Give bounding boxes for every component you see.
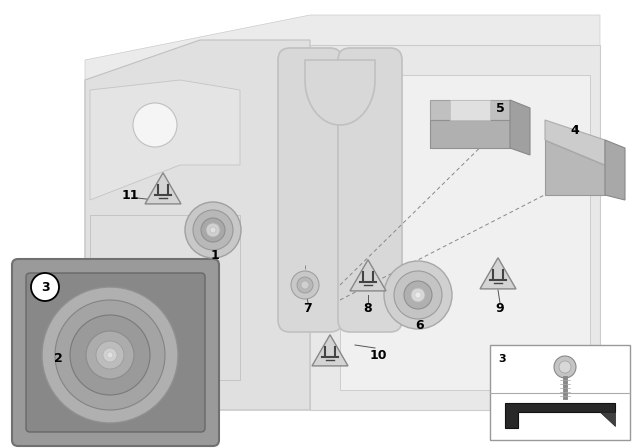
Polygon shape	[340, 75, 590, 390]
Text: 10: 10	[369, 349, 387, 362]
Text: 3: 3	[498, 354, 506, 364]
Polygon shape	[430, 100, 510, 120]
Text: 2: 2	[54, 352, 62, 365]
Circle shape	[103, 348, 117, 362]
Circle shape	[404, 281, 432, 309]
Polygon shape	[310, 45, 600, 410]
Text: 191867: 191867	[540, 430, 580, 440]
Polygon shape	[510, 100, 530, 155]
Text: 11: 11	[121, 189, 139, 202]
Circle shape	[291, 271, 319, 299]
Polygon shape	[350, 260, 386, 291]
Text: 7: 7	[303, 302, 312, 314]
FancyBboxPatch shape	[26, 273, 205, 432]
Circle shape	[394, 271, 442, 319]
Circle shape	[210, 227, 216, 233]
Polygon shape	[85, 15, 600, 410]
Polygon shape	[600, 412, 615, 426]
FancyBboxPatch shape	[278, 48, 342, 332]
Text: 3: 3	[41, 280, 49, 293]
Circle shape	[559, 361, 571, 373]
Circle shape	[415, 292, 421, 298]
Polygon shape	[480, 258, 516, 289]
FancyBboxPatch shape	[12, 259, 219, 446]
Circle shape	[31, 273, 59, 301]
Circle shape	[185, 202, 241, 258]
Polygon shape	[505, 402, 615, 427]
Text: 4: 4	[571, 124, 579, 137]
Polygon shape	[90, 215, 240, 380]
Circle shape	[96, 341, 124, 369]
Text: 9: 9	[496, 302, 504, 314]
Circle shape	[554, 356, 576, 378]
Polygon shape	[90, 80, 240, 200]
Polygon shape	[605, 140, 625, 200]
Circle shape	[411, 288, 425, 302]
Polygon shape	[545, 140, 605, 195]
Circle shape	[193, 210, 233, 250]
Circle shape	[384, 261, 452, 329]
Circle shape	[297, 277, 313, 293]
Polygon shape	[145, 173, 181, 204]
FancyBboxPatch shape	[490, 345, 630, 440]
Polygon shape	[305, 60, 375, 125]
Circle shape	[301, 281, 309, 289]
FancyBboxPatch shape	[338, 48, 402, 332]
Polygon shape	[430, 120, 510, 148]
Circle shape	[86, 331, 134, 379]
Circle shape	[55, 300, 165, 410]
Text: 5: 5	[495, 102, 504, 115]
Polygon shape	[545, 120, 605, 165]
Polygon shape	[312, 335, 348, 366]
Text: 6: 6	[416, 319, 424, 332]
Circle shape	[201, 218, 225, 242]
Circle shape	[133, 103, 177, 147]
Circle shape	[42, 287, 178, 423]
Circle shape	[107, 352, 113, 358]
Text: 1: 1	[211, 249, 220, 262]
Polygon shape	[85, 40, 310, 410]
Polygon shape	[450, 100, 490, 120]
Circle shape	[70, 315, 150, 395]
Circle shape	[206, 223, 220, 237]
Text: 8: 8	[364, 302, 372, 314]
